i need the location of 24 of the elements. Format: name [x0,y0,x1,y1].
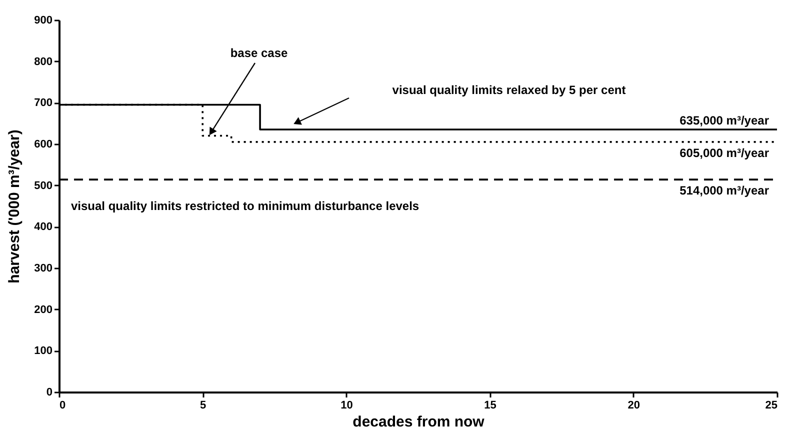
y-tick-label: 900 [34,14,52,26]
annotation: 605,000 m³/year [680,146,770,160]
annotation: 514,000 m³/year [680,184,770,198]
x-tick-label: 10 [340,400,353,412]
text: base case [230,46,288,60]
y-tick-label: 600 [34,138,52,150]
y-tick-label: 300 [34,262,52,274]
y-tick-label: 500 [34,180,52,192]
text: visual quality limits relaxed by 5 per cent [392,83,626,97]
series-label: visual quality limits restricted to minimum disturbance levels [71,199,420,213]
y-tick-label: 0 [46,386,52,398]
x-tick-label: 20 [628,400,640,412]
x-tick-label: 5 [200,400,206,412]
y-axis-title: harvest ('000 m³/year) [6,130,24,284]
x-tick-label: 15 [484,400,496,412]
y-tick-label: 700 [34,97,52,110]
y-tick-label: 400 [34,221,52,234]
x-axis-title: decades from now [352,414,485,430]
x-tick-label: 0 [60,400,66,412]
y-tick-label: 800 [34,56,52,68]
x-tick-label: 25 [765,400,778,412]
annotation: 635,000 m³/year [680,114,770,128]
y-tick-label: 200 [34,304,52,316]
y-tick-label: 100 [34,345,52,358]
